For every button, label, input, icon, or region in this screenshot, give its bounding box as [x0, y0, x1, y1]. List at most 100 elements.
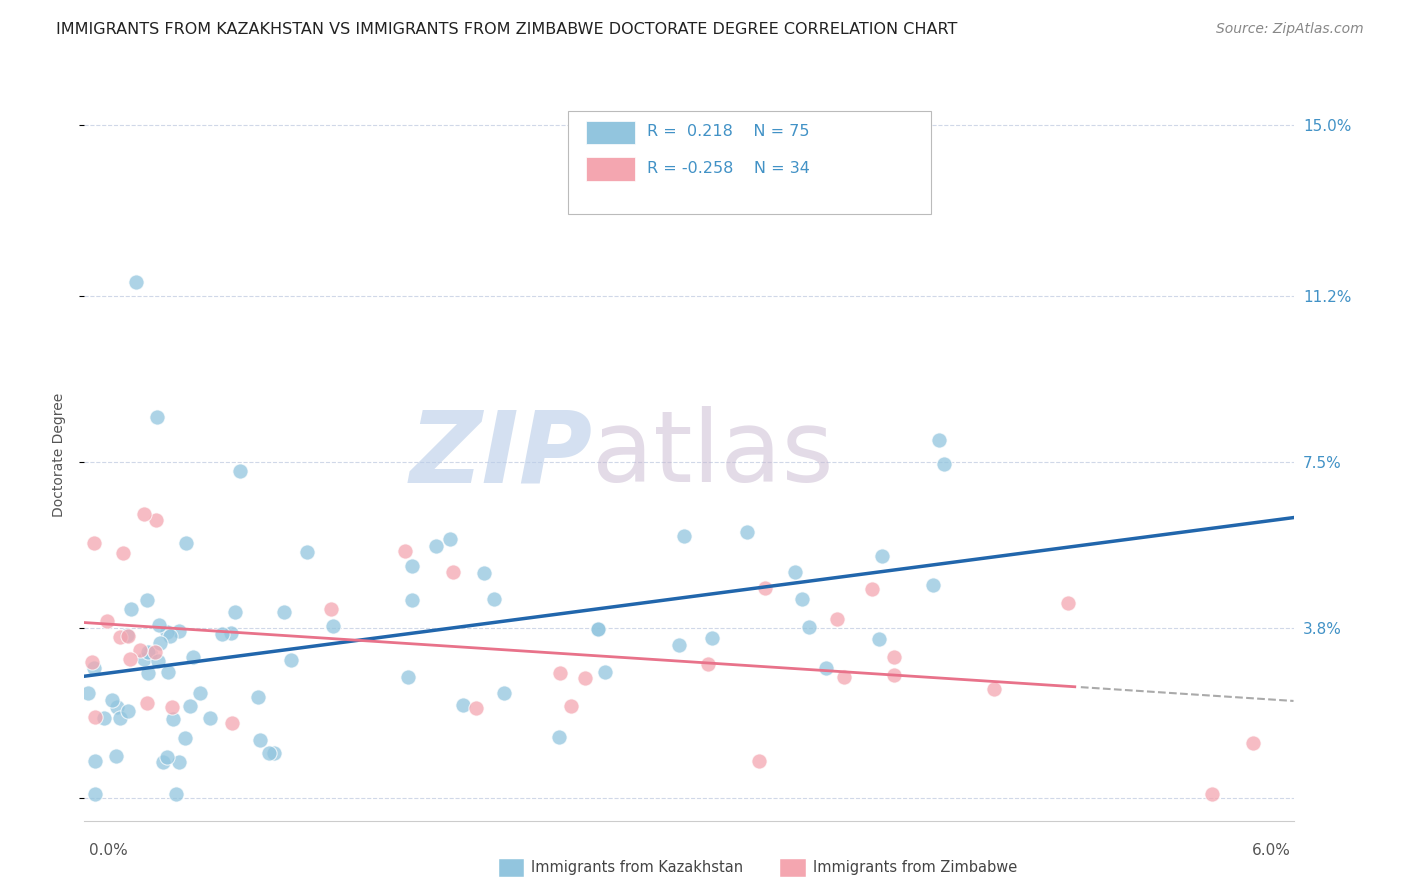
Text: atlas: atlas	[592, 407, 834, 503]
Point	[132, 652, 155, 666]
Point	[120, 602, 142, 616]
Text: Immigrants from Zimbabwe: Immigrants from Zimbabwe	[813, 860, 1017, 874]
Point	[159, 629, 181, 643]
Point	[548, 730, 571, 744]
Point	[472, 566, 495, 580]
Point	[136, 645, 159, 659]
Point	[790, 592, 813, 607]
Point	[83, 787, 105, 801]
Point	[190, 686, 212, 700]
Point	[135, 592, 157, 607]
Point	[668, 638, 690, 652]
Point	[748, 754, 770, 768]
Point	[815, 661, 838, 675]
Point	[152, 756, 174, 770]
Point	[883, 668, 905, 682]
Text: R =  0.218    N = 75: R = 0.218 N = 75	[647, 124, 808, 139]
Point	[129, 643, 152, 657]
Point	[441, 565, 464, 579]
Point	[494, 685, 516, 699]
Point	[560, 699, 582, 714]
Point	[319, 602, 342, 616]
Point	[198, 711, 221, 725]
Point	[696, 657, 718, 671]
Point	[111, 546, 134, 560]
Point	[77, 686, 100, 700]
Point	[465, 701, 488, 715]
Point	[108, 711, 131, 725]
Point	[883, 649, 905, 664]
Point	[149, 636, 172, 650]
Point	[425, 539, 447, 553]
Point	[754, 581, 776, 595]
Point	[145, 513, 167, 527]
Point	[401, 558, 423, 573]
Point	[595, 665, 617, 679]
Point	[181, 650, 204, 665]
Point	[174, 536, 197, 550]
Text: Immigrants from Kazakhstan: Immigrants from Kazakhstan	[531, 860, 744, 874]
Point	[104, 749, 127, 764]
Point	[868, 632, 890, 647]
Point	[280, 653, 302, 667]
Point	[84, 754, 107, 768]
Point	[396, 670, 419, 684]
Text: IMMIGRANTS FROM KAZAKHSTAN VS IMMIGRANTS FROM ZIMBABWE DOCTORATE DEGREE CORRELAT: IMMIGRANTS FROM KAZAKHSTAN VS IMMIGRANTS…	[56, 22, 957, 37]
Point	[983, 681, 1005, 696]
Point	[295, 545, 318, 559]
Point	[482, 591, 505, 606]
Point	[157, 665, 180, 679]
Point	[832, 670, 855, 684]
Text: 6.0%: 6.0%	[1251, 843, 1291, 858]
Point	[246, 690, 269, 704]
Point	[401, 593, 423, 607]
Point	[155, 625, 177, 640]
Point	[139, 646, 162, 660]
Point	[105, 699, 128, 714]
Point	[117, 629, 139, 643]
Point	[83, 536, 105, 550]
Point	[224, 605, 246, 619]
Point	[394, 544, 416, 558]
Point	[115, 627, 138, 641]
Point	[108, 630, 131, 644]
Point	[737, 525, 759, 540]
Point	[211, 627, 233, 641]
Point	[922, 577, 945, 591]
Point	[143, 644, 166, 658]
Text: 0.0%: 0.0%	[89, 843, 128, 858]
Point	[870, 549, 893, 563]
Point	[93, 710, 115, 724]
Point	[928, 433, 950, 447]
Text: R = -0.258    N = 34: R = -0.258 N = 34	[647, 161, 810, 176]
Point	[932, 458, 955, 472]
Point	[146, 654, 169, 668]
Text: ZIP: ZIP	[409, 407, 592, 503]
Point	[439, 532, 461, 546]
Point	[146, 409, 169, 424]
Point	[453, 698, 475, 713]
Point	[160, 700, 183, 714]
Point	[586, 623, 609, 637]
Point	[860, 582, 883, 597]
Point	[120, 652, 142, 666]
Point	[548, 665, 571, 680]
Point	[574, 671, 596, 685]
Point	[162, 712, 184, 726]
Point	[84, 710, 107, 724]
Bar	[586, 157, 634, 180]
Point	[273, 605, 295, 619]
Point	[83, 660, 105, 674]
Point	[263, 746, 285, 760]
Point	[174, 731, 197, 745]
Point	[169, 755, 191, 769]
Text: Source: ZipAtlas.com: Source: ZipAtlas.com	[1216, 22, 1364, 37]
Point	[783, 565, 806, 579]
Point	[167, 624, 190, 638]
Bar	[586, 120, 634, 145]
Point	[228, 464, 250, 478]
Point	[179, 698, 201, 713]
Point	[221, 716, 243, 731]
Point	[219, 626, 242, 640]
Point	[125, 275, 148, 289]
